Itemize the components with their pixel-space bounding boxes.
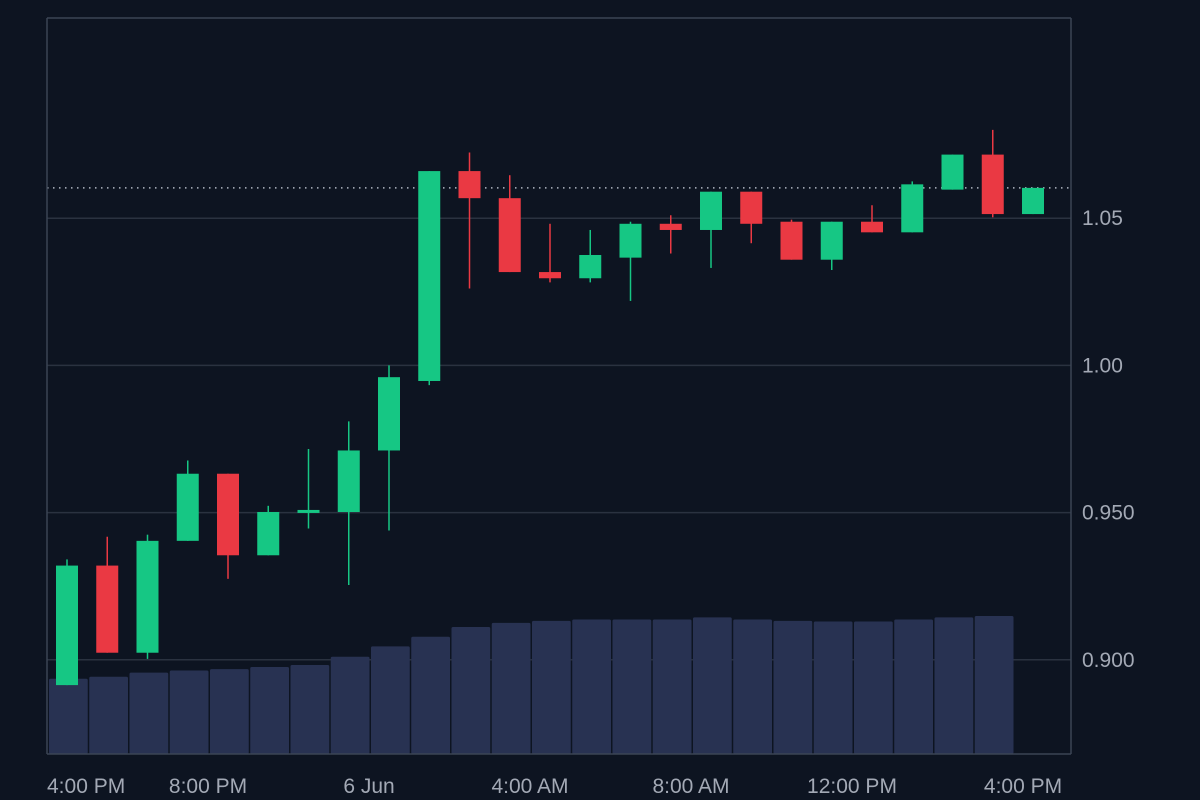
candle-body: [337, 450, 360, 513]
volume-bars: [49, 616, 1014, 754]
candle-up[interactable]: [56, 559, 78, 686]
candle-body: [780, 221, 803, 260]
candle-up[interactable]: [700, 191, 722, 268]
volume-bar: [330, 656, 370, 754]
y-tick-label: 0.950: [1082, 502, 1135, 525]
volume-bar: [612, 619, 652, 754]
candle-up[interactable]: [579, 229, 602, 283]
gridlines: [47, 217, 1071, 661]
candle-down[interactable]: [780, 219, 803, 260]
candle-body: [378, 377, 400, 451]
candle-down[interactable]: [458, 152, 481, 289]
candle-up[interactable]: [176, 460, 199, 541]
y-axis-labels: 0.900 0.950 1.00 1.05: [1082, 207, 1135, 672]
volume-bar: [854, 621, 893, 754]
candle-body: [901, 184, 924, 233]
candle-body: [136, 540, 159, 653]
candle-down[interactable]: [217, 473, 239, 579]
volume-bar: [169, 670, 209, 754]
volume-bar: [733, 619, 772, 754]
candle-body: [579, 254, 602, 279]
candle-up[interactable]: [257, 505, 280, 556]
candle-body: [458, 171, 481, 199]
candle-up[interactable]: [619, 221, 642, 301]
candle-down[interactable]: [539, 223, 561, 283]
candle-body: [257, 512, 280, 556]
volume-bar: [572, 619, 611, 754]
candle-down[interactable]: [740, 191, 763, 244]
candle-body: [96, 565, 119, 653]
candle-up[interactable]: [418, 171, 441, 386]
x-tick-label: 8:00 PM: [169, 775, 247, 798]
candle-body: [861, 221, 883, 233]
candle-up[interactable]: [901, 181, 924, 233]
volume-bar: [89, 676, 128, 754]
candle-body: [498, 198, 521, 273]
candle-body: [700, 191, 722, 230]
y-tick-label: 1.00: [1082, 354, 1123, 377]
x-axis-labels: 4:00 PM 8:00 PM 6 Jun 4:00 AM 8:00 AM 12:00 P…: [47, 775, 1062, 798]
candle-body: [176, 473, 199, 541]
x-tick-label: 4:00 AM: [491, 775, 568, 798]
candle-body: [1022, 187, 1044, 215]
volume-bar: [773, 620, 813, 754]
candle-down[interactable]: [981, 129, 1004, 218]
volume-bar: [532, 620, 571, 754]
candle-up[interactable]: [1022, 187, 1044, 215]
candle-body: [941, 154, 964, 190]
x-tick-label: 4:00 PM: [47, 775, 125, 798]
volume-bar: [934, 617, 974, 754]
candle-up[interactable]: [136, 534, 159, 659]
candle-down[interactable]: [96, 536, 119, 653]
y-tick-label: 1.05: [1082, 207, 1123, 230]
candle-down[interactable]: [861, 205, 883, 233]
candle-body: [418, 171, 441, 381]
volume-bar: [411, 636, 450, 754]
candle-body: [740, 191, 763, 224]
volume-bar: [451, 627, 491, 754]
volume-bar: [49, 678, 88, 754]
volume-bar: [210, 669, 249, 754]
candle-up[interactable]: [297, 449, 320, 529]
candle-body: [820, 221, 843, 260]
volume-bar: [813, 621, 853, 754]
candle-down[interactable]: [659, 215, 682, 254]
y-tick-label: 0.900: [1082, 649, 1135, 672]
volume-bar: [652, 619, 692, 754]
candle-body: [56, 565, 78, 686]
candle-down[interactable]: [498, 175, 521, 273]
candle-body: [217, 473, 239, 556]
x-tick-label: 8:00 AM: [652, 775, 729, 798]
candle-up[interactable]: [941, 154, 964, 190]
candle-up[interactable]: [378, 365, 400, 531]
candle-body: [981, 154, 1004, 215]
volume-bar: [250, 667, 289, 754]
volume-bar: [290, 664, 330, 754]
candle-body: [659, 223, 682, 230]
volume-bar: [974, 616, 1014, 754]
plot-frame: [46, 17, 1072, 755]
volume-bar: [371, 646, 410, 754]
volume-bar: [894, 619, 933, 754]
x-tick-label: 12:00 PM: [807, 775, 897, 798]
volume-bar: [693, 617, 732, 754]
candle-body: [539, 272, 561, 279]
candle-up[interactable]: [820, 221, 843, 271]
volume-bar: [129, 672, 169, 754]
volume-bar: [491, 622, 531, 754]
candle-up[interactable]: [337, 421, 360, 586]
candles[interactable]: [56, 129, 1044, 686]
x-tick-label: 6 Jun: [343, 775, 394, 798]
x-tick-label: 4:00 PM: [984, 775, 1062, 798]
candle-body: [619, 223, 642, 258]
candle-body: [297, 509, 320, 513]
